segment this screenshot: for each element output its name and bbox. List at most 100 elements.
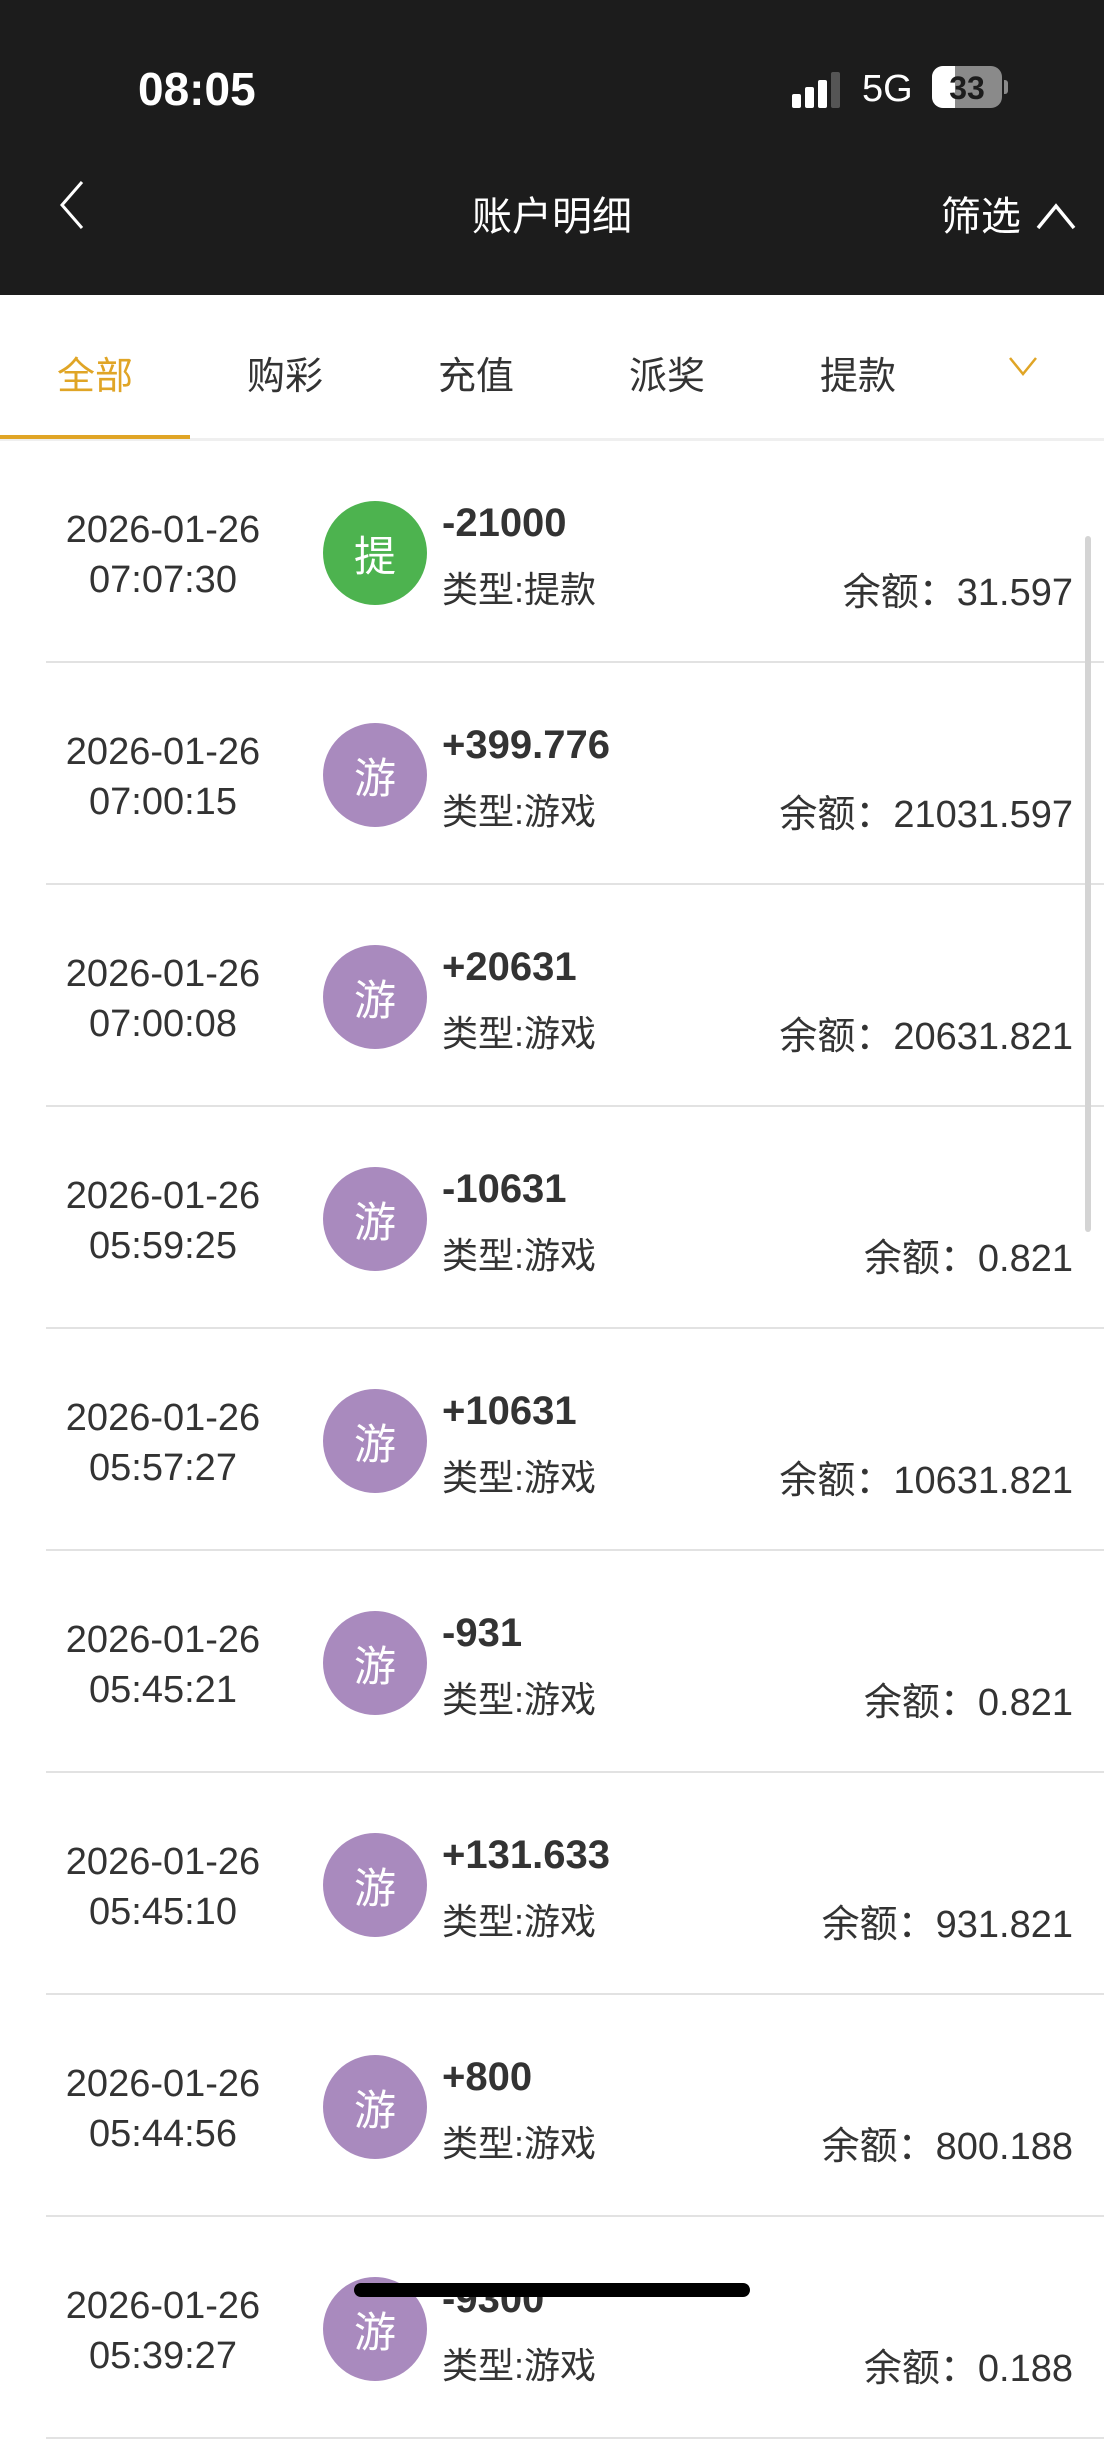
- balance-label: 余额：: [863, 1682, 978, 1724]
- transaction-row[interactable]: 2026-01-26 07:00:15 游 +399.776 类型:游戏 余额：2…: [46, 663, 1104, 885]
- transaction-type: 类型:游戏: [442, 1901, 597, 1942]
- transaction-type: 类型:游戏: [442, 2345, 597, 2386]
- balance-label: 余额：: [779, 1016, 894, 1058]
- transaction-row[interactable]: 2026-01-26 05:45:10 游 +131.633 类型:游戏 余额：9…: [46, 1773, 1104, 1995]
- filter-button[interactable]: 筛选: [941, 184, 1076, 242]
- balance-label: 余额：: [821, 1904, 936, 1946]
- transaction-type: 类型:游戏: [442, 791, 597, 832]
- battery-level: 33: [949, 70, 985, 106]
- transaction-type: 类型:提款: [442, 569, 597, 610]
- back-button[interactable]: [58, 180, 86, 242]
- balance-label: 余额：: [842, 572, 957, 614]
- transaction-time: 07:07:30: [89, 559, 237, 601]
- transaction-datetime: 2026-01-26 05:45:10: [46, 1837, 280, 1937]
- transaction-date: 2026-01-26: [65, 1175, 261, 1217]
- balance-value: 10631.821: [893, 1460, 1073, 1502]
- transaction-list: 2026-01-26 07:07:30 提 -21000 类型:提款 余额：31.…: [0, 441, 1104, 2439]
- transaction-row[interactable]: 2026-01-26 07:00:08 游 +20631 类型:游戏 余额：206…: [46, 885, 1104, 1107]
- tab-all[interactable]: 全部: [56, 356, 133, 398]
- balance-value: 20631.821: [893, 1016, 1073, 1058]
- filter-label: 筛选: [940, 195, 1021, 239]
- balance-value: 0.821: [977, 1238, 1073, 1280]
- chevron-down-icon[interactable]: [1008, 350, 1038, 380]
- type-badge: 游: [323, 1389, 427, 1493]
- tab-lottery[interactable]: 购彩: [246, 356, 323, 398]
- transaction-date: 2026-01-26: [65, 1397, 261, 1439]
- transaction-date: 2026-01-26: [65, 509, 261, 551]
- transaction-datetime: 2026-01-26 07:00:15: [46, 727, 280, 827]
- transaction-date: 2026-01-26: [65, 1841, 261, 1883]
- transaction-type: 类型:游戏: [442, 1679, 597, 1720]
- type-badge: 游: [323, 2055, 427, 2159]
- balance: 余额：0.821: [864, 1671, 1073, 1726]
- chevron-left-icon: [60, 181, 84, 229]
- top-bar: 08:05 5G 33 账户明细 筛选: [0, 0, 1104, 295]
- transaction-type: 类型:游戏: [442, 2123, 597, 2164]
- balance: 余额：10631.821: [779, 1449, 1073, 1504]
- tab-payout[interactable]: 派奖: [628, 356, 705, 398]
- balance-label: 余额：: [821, 2126, 936, 2168]
- type-badge: 游: [323, 1167, 427, 1271]
- transaction-date: 2026-01-26: [65, 1619, 261, 1661]
- page-title: 账户明细: [472, 195, 632, 239]
- transaction-type: 类型:游戏: [442, 1235, 597, 1276]
- balance: 余额：800.188: [822, 2115, 1073, 2170]
- transaction-amount: -931: [442, 1611, 523, 1655]
- transaction-time: 07:00:08: [89, 1003, 237, 1045]
- transaction-row[interactable]: 2026-01-26 05:39:27 游 -9300 类型:游戏 余额：0.18…: [46, 2217, 1104, 2439]
- signal-icon: [792, 72, 842, 108]
- transaction-row[interactable]: 2026-01-26 07:07:30 提 -21000 类型:提款 余额：31.…: [46, 441, 1104, 663]
- balance-label: 余额：: [779, 794, 894, 836]
- scrollbar[interactable]: [1085, 536, 1091, 1232]
- transaction-datetime: 2026-01-26 05:45:21: [46, 1615, 280, 1715]
- transaction-row[interactable]: 2026-01-26 05:45:21 游 -931 类型:游戏 余额：0.821: [46, 1551, 1104, 1773]
- balance-value: 0.188: [977, 2348, 1073, 2390]
- transaction-date: 2026-01-26: [65, 953, 261, 995]
- balance: 余额：0.188: [864, 2337, 1073, 2392]
- transaction-amount: +399.776: [442, 723, 610, 767]
- transaction-row[interactable]: 2026-01-26 05:57:27 游 +10631 类型:游戏 余额：106…: [46, 1329, 1104, 1551]
- transaction-datetime: 2026-01-26 07:00:08: [46, 949, 280, 1049]
- balance: 余额：31.597: [843, 561, 1073, 616]
- tab-withdraw[interactable]: 提款: [819, 356, 896, 398]
- type-badge: 游: [323, 723, 427, 827]
- chevron-up-icon: [1036, 203, 1076, 230]
- home-indicator[interactable]: [354, 2283, 750, 2297]
- transaction-amount: +131.633: [442, 1833, 610, 1877]
- transaction-time: 05:45:21: [89, 1669, 237, 1711]
- status-time: 08:05: [138, 63, 256, 115]
- type-badge: 游: [323, 1833, 427, 1937]
- transaction-type: 类型:游戏: [442, 1013, 597, 1054]
- balance-label: 余额：: [863, 1238, 978, 1280]
- transaction-amount: +10631: [442, 1389, 577, 1433]
- balance-value: 800.188: [935, 2126, 1073, 2168]
- transaction-amount: +800: [442, 2055, 533, 2099]
- tab-recharge[interactable]: 充值: [437, 356, 514, 398]
- transaction-time: 05:39:27: [89, 2335, 237, 2377]
- transaction-date: 2026-01-26: [65, 2285, 261, 2327]
- transaction-type: 类型:游戏: [442, 1457, 597, 1498]
- balance: 余额：931.821: [822, 1893, 1073, 1948]
- balance-label: 余额：: [779, 1460, 894, 1502]
- transaction-datetime: 2026-01-26 05:44:56: [46, 2059, 280, 2159]
- balance-value: 0.821: [977, 1682, 1073, 1724]
- type-badge: 游: [323, 945, 427, 1049]
- active-tab-indicator: [0, 435, 190, 439]
- balance-label: 余额：: [863, 2348, 978, 2390]
- transaction-row[interactable]: 2026-01-26 05:59:25 游 -10631 类型:游戏 余额：0.8…: [46, 1107, 1104, 1329]
- transaction-datetime: 2026-01-26 05:57:27: [46, 1393, 280, 1493]
- transaction-date: 2026-01-26: [65, 2063, 261, 2105]
- type-badge: 游: [323, 1611, 427, 1715]
- transaction-amount: -21000: [442, 501, 567, 545]
- transaction-datetime: 2026-01-26 07:07:30: [46, 505, 280, 605]
- battery-nub: [1004, 80, 1008, 94]
- transaction-time: 07:00:15: [89, 781, 237, 823]
- network-type: 5G: [862, 68, 913, 110]
- transaction-datetime: 2026-01-26 05:59:25: [46, 1171, 280, 1271]
- balance-value: 21031.597: [893, 794, 1073, 836]
- battery-icon: 33: [932, 66, 1002, 108]
- balance-value: 31.597: [956, 572, 1073, 614]
- transaction-amount: +20631: [442, 945, 577, 989]
- transaction-time: 05:59:25: [89, 1225, 237, 1267]
- transaction-row[interactable]: 2026-01-26 05:44:56 游 +800 类型:游戏 余额：800.1…: [46, 1995, 1104, 2217]
